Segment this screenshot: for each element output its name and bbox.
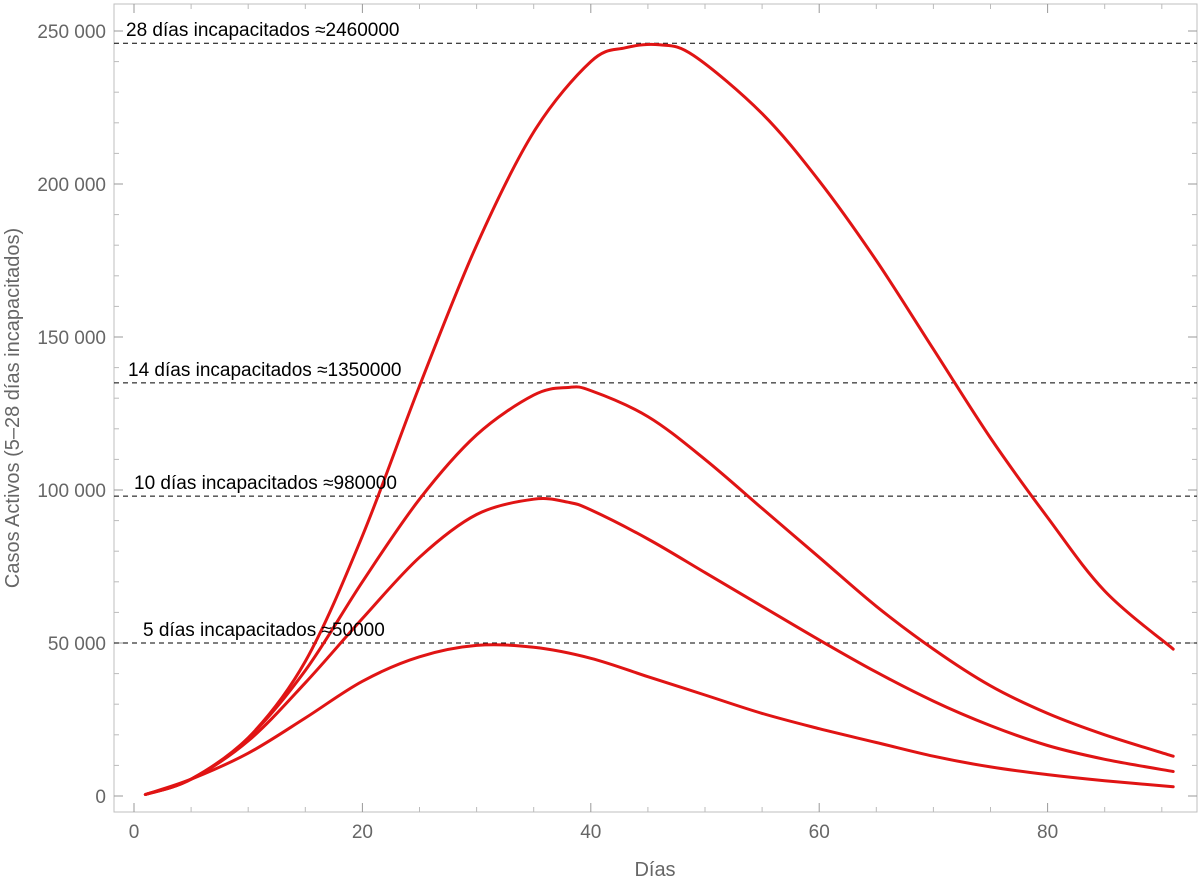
x-tick-label: 20 xyxy=(352,822,373,843)
x-tick-label: 80 xyxy=(1037,822,1058,843)
series-line-2 xyxy=(143,497,1175,796)
x-axis-title: Días xyxy=(634,859,675,881)
ticks xyxy=(114,4,1197,812)
tick-labels: 0 50 000 100 000 150 000 200 000 250 000 0 20 40… xyxy=(37,22,1058,843)
x-tick-label: 60 xyxy=(809,822,830,843)
y-tick-label: 250 000 xyxy=(37,22,106,43)
y-tick-label: 150 000 xyxy=(37,328,106,349)
y-tick-label: 50 000 xyxy=(48,634,106,655)
series-line-3 xyxy=(143,385,1175,796)
y-axis-title: Casos Activos (5–28 días incapacitados) xyxy=(2,228,24,588)
y-tick-label: 200 000 xyxy=(37,175,106,196)
x-tick-label: 0 xyxy=(129,822,140,843)
plot-frame xyxy=(113,3,1198,813)
series-lines xyxy=(143,42,1175,796)
reference-lines xyxy=(114,42,1197,644)
y-tick-label: 100 000 xyxy=(37,481,106,502)
reference-label: 5 días incapacitados ≈50000 xyxy=(143,620,385,641)
reference-label: 14 días incapacitados ≈1350000 xyxy=(128,360,401,381)
reference-label: 10 días incapacitados ≈980000 xyxy=(134,473,397,494)
series-line-4 xyxy=(143,42,1175,796)
x-tick-label: 40 xyxy=(580,822,601,843)
y-tick-label: 0 xyxy=(95,787,106,808)
reference-annotations: 5 días incapacitados ≈50000 10 días incap… xyxy=(126,20,401,641)
series-line-1 xyxy=(143,643,1175,796)
reference-label: 28 días incapacitados ≈2460000 xyxy=(126,20,399,41)
